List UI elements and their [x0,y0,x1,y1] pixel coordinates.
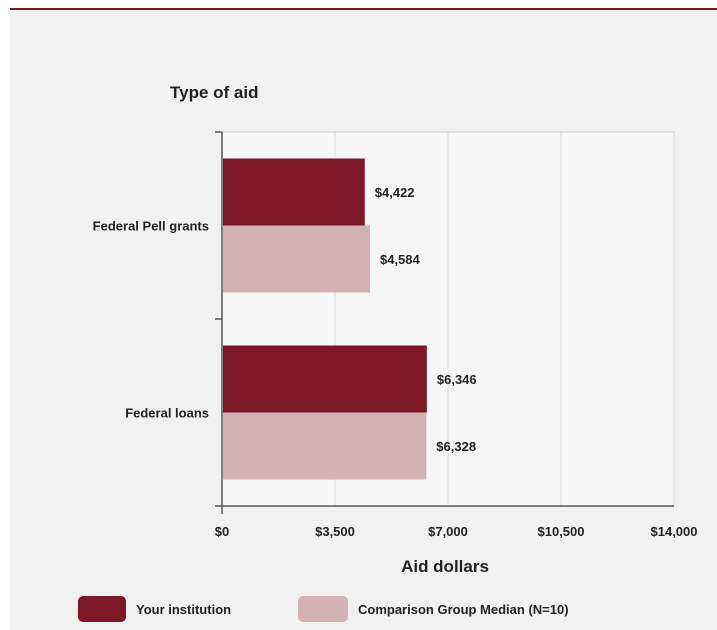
legend-label: Comparison Group Median (N=10) [358,602,569,617]
legend-swatch [78,596,126,622]
bar [223,158,365,226]
axes [215,131,674,514]
y-axis-title: Type of aid [170,83,258,102]
x-tick-label: $7,000 [428,524,468,539]
data-labels: $4,422 $4,584 $6,346 $6,328 [375,185,477,454]
x-tick-label: $10,500 [538,524,585,539]
category-label: Federal loans [125,406,209,421]
legend-swatch [298,596,348,622]
x-tick-label: $3,500 [315,524,355,539]
bar [223,345,427,413]
x-axis-title: Aid dollars [401,557,489,576]
category-labels: Federal Pell grants Federal loans [93,219,209,421]
data-label: $4,422 [375,185,415,200]
bar-chart: Type of aid $0 $3,500 $7,000 $10,500 $14,000… [78,83,698,622]
data-label: $6,328 [436,439,476,454]
data-label: $4,584 [380,252,421,267]
x-tick-label: $0 [215,524,229,539]
bars [223,158,427,480]
legend: Your institution Comparison Group Median … [78,596,569,622]
category-label: Federal Pell grants [93,219,209,234]
bar [223,412,427,480]
legend-label: Your institution [136,602,231,617]
bar [223,225,370,293]
data-label: $6,346 [437,372,477,387]
x-tick-labels: $0 $3,500 $7,000 $10,500 $14,000 [215,524,698,539]
chart-panel: Type of aid $0 $3,500 $7,000 $10,500 $14,000… [10,8,717,630]
x-tick-label: $14,000 [651,524,698,539]
